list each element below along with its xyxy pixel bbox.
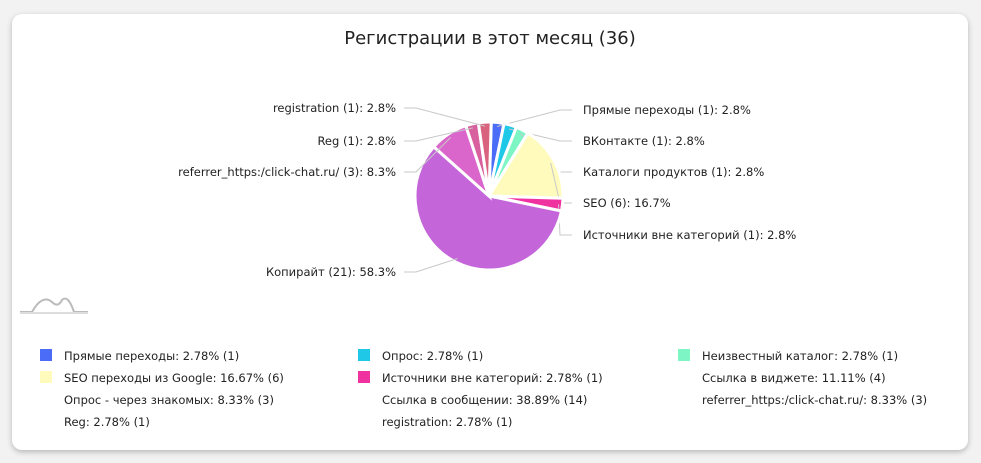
- slice-label: ВКонтакте (1): 2.8%: [583, 134, 705, 148]
- legend-label: Ссылка в виджете: 11.11% (4): [702, 371, 886, 385]
- legend-swatch: [678, 349, 690, 361]
- legend-swatch: [358, 371, 370, 383]
- legend-label: referrer_https:/click-chat.ru/: 8.33% (3…: [702, 393, 928, 407]
- leader-line: [404, 258, 458, 273]
- legend-label: Reg: 2.78% (1): [64, 415, 150, 429]
- leader-line: [497, 109, 572, 127]
- legend-swatch: [40, 371, 52, 383]
- chart-title: Регистрации в этот месяц (36): [344, 28, 636, 49]
- pie-slice[interactable]: [413, 144, 564, 272]
- legend-label: SEO переходы из Google: 16.67% (6): [64, 371, 284, 385]
- legend-swatch: [40, 349, 52, 361]
- legend-label: Опрос - через знакомых: 8.33% (3): [64, 393, 274, 407]
- mountain-line-icon: [20, 297, 88, 314]
- pie-slice[interactable]: [476, 120, 493, 197]
- slice-label: SEO (6): 16.7%: [583, 196, 671, 210]
- leader-line: [404, 137, 451, 173]
- legend-label: Неизвестный каталог: 2.78% (1): [702, 349, 899, 363]
- slice-label: Reg (1): 2.8%: [317, 134, 396, 148]
- legend-label: Ссылка в сообщении: 38.89% (14): [382, 393, 588, 407]
- slice-label: Источники вне категорий (1): 2.8%: [583, 228, 796, 242]
- leader-line: [404, 107, 486, 127]
- legend-label: Прямые переходы: 2.78% (1): [64, 349, 240, 363]
- slice-label: Каталоги продуктов (1): 2.8%: [583, 165, 764, 179]
- legend-label: Источники вне категорий: 2.78% (1): [382, 371, 603, 385]
- legend-label: registration: 2.78% (1): [382, 415, 513, 429]
- slice-label: Копирайт (21): 58.3%: [266, 265, 396, 279]
- slice-label: referrer_https:/click-chat.ru/ (3): 8.3%: [178, 165, 396, 179]
- leader-line: [404, 127, 474, 142]
- legend-label: Опрос: 2.78% (1): [382, 349, 484, 363]
- legend-swatch: [358, 349, 370, 361]
- pie-slice[interactable]: [486, 130, 565, 200]
- slice-label: registration (1): 2.8%: [273, 101, 396, 115]
- slice-label: Прямые переходы (1): 2.8%: [583, 103, 751, 117]
